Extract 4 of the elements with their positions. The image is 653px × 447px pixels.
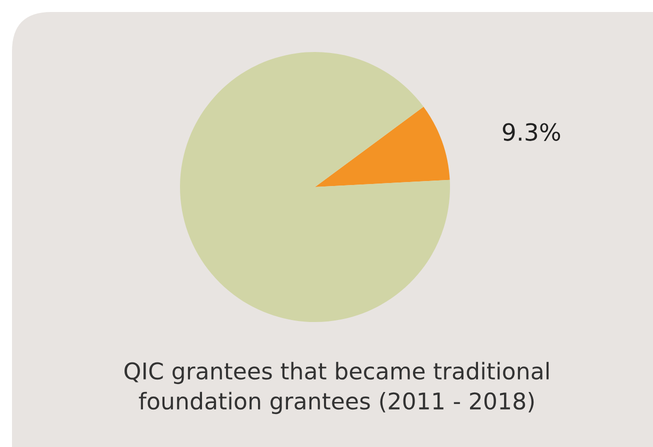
pie-slice (180, 52, 450, 322)
data-label: 9.3% (502, 123, 560, 141)
pie-slice (315, 106, 450, 187)
text: QIC grantees that became traditional foundation grantees (2011 - 2018) (124, 362, 549, 414)
